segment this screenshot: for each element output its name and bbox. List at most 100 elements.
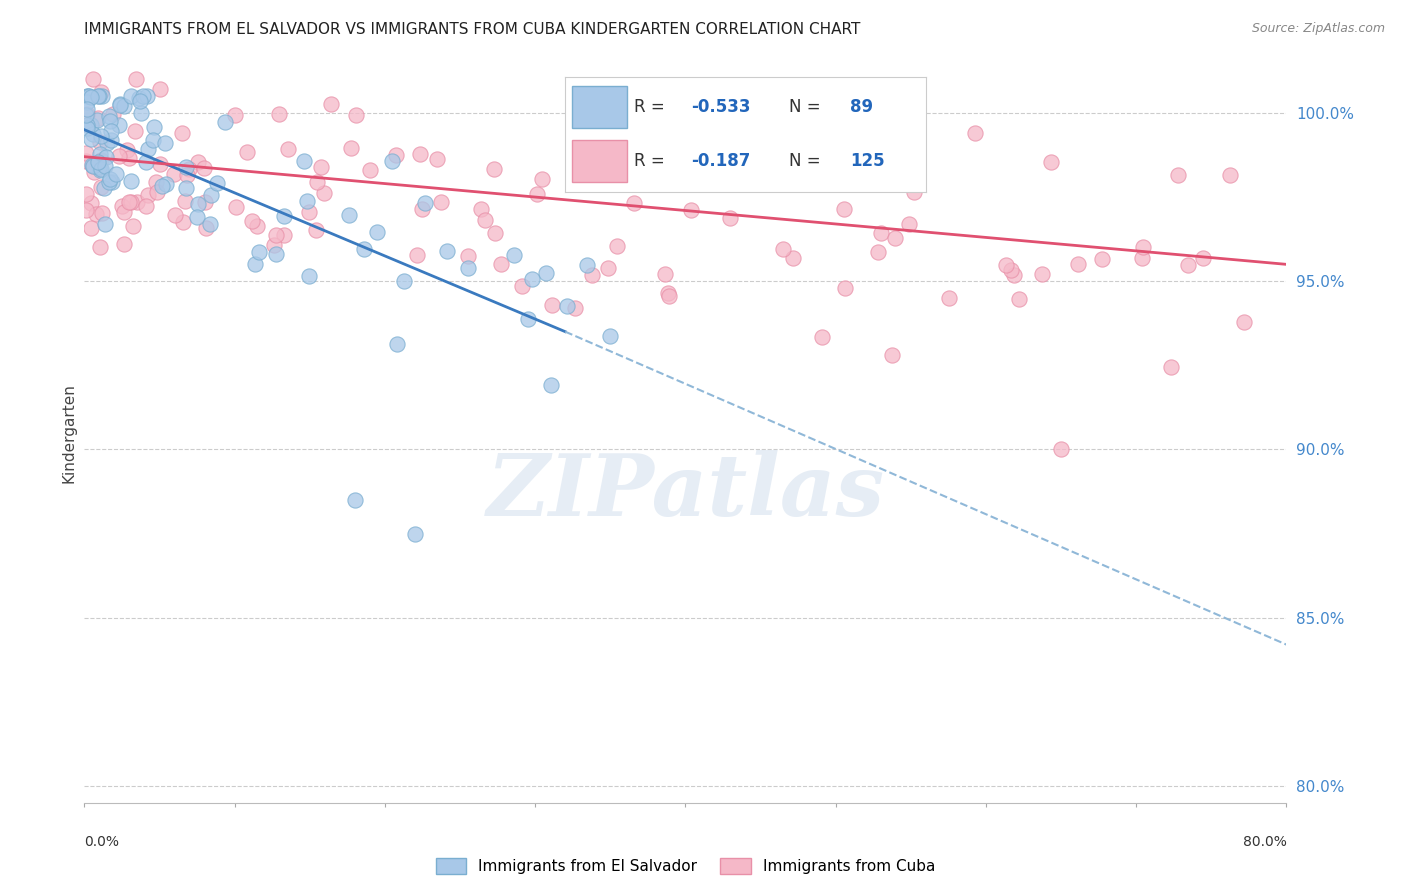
Point bbox=[149, 156, 172, 170]
Point bbox=[205, 176, 228, 190]
Point bbox=[1192, 251, 1215, 265]
Point bbox=[89, 240, 111, 254]
Point bbox=[898, 217, 921, 231]
Point bbox=[120, 89, 142, 103]
Point bbox=[530, 172, 553, 186]
Point bbox=[135, 198, 157, 212]
Point bbox=[540, 378, 562, 392]
Point bbox=[1160, 360, 1182, 375]
Point bbox=[90, 180, 112, 194]
Point bbox=[834, 281, 856, 295]
Point bbox=[312, 186, 335, 200]
Point bbox=[75, 187, 97, 202]
Point bbox=[89, 160, 111, 174]
Point bbox=[105, 167, 128, 181]
Point bbox=[343, 492, 366, 507]
Point bbox=[108, 98, 131, 112]
Point bbox=[80, 158, 103, 172]
Point bbox=[1002, 268, 1025, 283]
Point bbox=[1233, 315, 1256, 329]
Point bbox=[125, 195, 148, 210]
Point bbox=[90, 128, 112, 143]
Point bbox=[1177, 258, 1199, 272]
Point bbox=[366, 225, 388, 239]
Point bbox=[457, 249, 479, 263]
Point bbox=[880, 347, 903, 361]
Point bbox=[79, 89, 101, 103]
Point bbox=[89, 163, 111, 178]
Point bbox=[263, 237, 285, 252]
Point bbox=[84, 207, 107, 221]
Point bbox=[576, 258, 599, 272]
Point bbox=[381, 154, 404, 169]
Point bbox=[90, 85, 112, 99]
Point bbox=[311, 160, 333, 174]
Point bbox=[75, 153, 97, 168]
Point bbox=[163, 208, 186, 222]
Point bbox=[79, 89, 101, 103]
Point bbox=[385, 337, 408, 351]
Point bbox=[120, 194, 142, 209]
Point bbox=[187, 155, 209, 169]
Point bbox=[484, 226, 506, 240]
Point bbox=[135, 155, 157, 169]
Point bbox=[1000, 263, 1022, 277]
Point bbox=[80, 195, 103, 210]
Point bbox=[82, 159, 104, 173]
Point bbox=[772, 242, 794, 256]
Point bbox=[90, 153, 112, 168]
Point bbox=[526, 186, 548, 201]
Point bbox=[305, 175, 328, 189]
Point bbox=[143, 120, 166, 135]
Point bbox=[243, 257, 266, 271]
Point bbox=[86, 113, 108, 128]
Point bbox=[86, 154, 108, 169]
Point bbox=[298, 268, 321, 283]
Point bbox=[359, 162, 381, 177]
Point bbox=[426, 153, 449, 167]
Point bbox=[555, 299, 578, 313]
Point bbox=[94, 160, 117, 174]
Point bbox=[1039, 155, 1062, 169]
Point bbox=[186, 210, 208, 224]
Point bbox=[516, 312, 538, 326]
Point bbox=[80, 132, 103, 146]
Point bbox=[76, 107, 98, 121]
Point bbox=[83, 165, 105, 179]
Point bbox=[782, 251, 804, 265]
Point bbox=[411, 202, 433, 216]
Point bbox=[177, 161, 200, 176]
Point bbox=[470, 202, 492, 217]
Point bbox=[125, 72, 148, 87]
Point bbox=[1130, 251, 1153, 265]
Point bbox=[534, 266, 557, 280]
Point bbox=[114, 236, 136, 251]
Point bbox=[153, 136, 176, 150]
Point bbox=[564, 301, 586, 315]
Point bbox=[1219, 168, 1241, 182]
Point bbox=[82, 72, 104, 87]
Point bbox=[298, 205, 321, 219]
Text: 80.0%: 80.0% bbox=[1243, 835, 1286, 849]
Point bbox=[1067, 257, 1090, 271]
Point bbox=[225, 200, 247, 214]
Point bbox=[128, 90, 150, 104]
Point bbox=[82, 159, 104, 173]
Point bbox=[344, 108, 367, 122]
Point bbox=[198, 217, 221, 231]
Point bbox=[194, 195, 217, 210]
Point bbox=[75, 108, 97, 122]
Point bbox=[145, 186, 167, 200]
Point bbox=[214, 115, 236, 129]
Point bbox=[77, 89, 100, 103]
Point bbox=[503, 248, 526, 262]
Text: ZIPatlas: ZIPatlas bbox=[486, 450, 884, 533]
Point bbox=[89, 153, 111, 168]
Y-axis label: Kindergarten: Kindergarten bbox=[60, 383, 76, 483]
Point bbox=[430, 194, 453, 209]
Point bbox=[273, 209, 295, 223]
Text: IMMIGRANTS FROM EL SALVADOR VS IMMIGRANTS FROM CUBA KINDERGARTEN CORRELATION CHA: IMMIGRANTS FROM EL SALVADOR VS IMMIGRANT… bbox=[84, 22, 860, 37]
Point bbox=[413, 196, 436, 211]
Point bbox=[277, 142, 299, 156]
Point bbox=[98, 171, 121, 186]
